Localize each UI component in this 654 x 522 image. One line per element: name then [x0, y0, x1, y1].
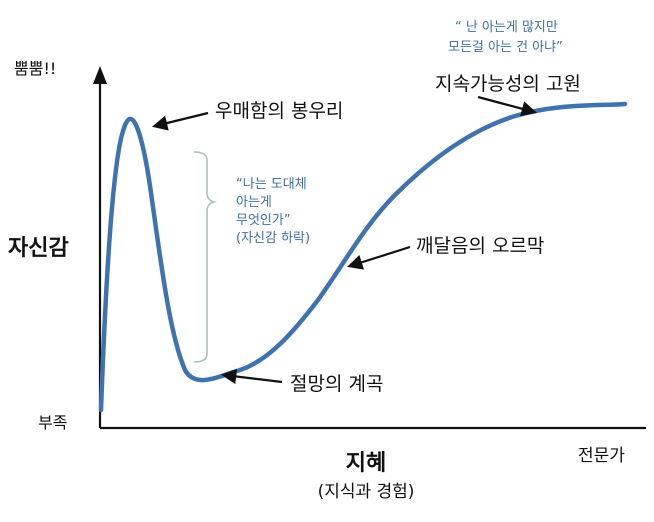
x-axis-right-label: 전문가 [578, 446, 625, 466]
drop-note-line-3: 무엇인가” [236, 213, 291, 228]
plateau-arrow [477, 95, 537, 117]
confidence-curve [98, 101, 628, 413]
valley-arrow [220, 368, 283, 385]
peak-label: 우매함의 봉우리 [215, 100, 343, 122]
y-axis-top-label: 뿜뿜!! [14, 59, 56, 78]
peak-arrow [152, 111, 209, 131]
drop-note-line-1: “나는 도대체 [236, 177, 307, 192]
drop-note-line-4: (자신감 하락) [236, 231, 310, 246]
x-axis-subtitle: (지식과 경험) [318, 482, 415, 502]
y-axis-bottom-label: 부족 [38, 413, 67, 432]
y-axis-arrowhead [93, 66, 107, 84]
plateau-note-line-2: 모든걸 아는 건 아냐” [448, 40, 563, 55]
slope-label: 깨달음의 오르막 [416, 235, 544, 257]
slope-arrow [347, 245, 411, 270]
drop-bracket [193, 151, 217, 363]
y-axis-title: 자신감 [8, 236, 69, 261]
drop-note-line-2: 아는게 [236, 195, 272, 210]
x-axis-title: 지혜 [346, 451, 386, 476]
plateau-note-line-1: “ 난 아는게 많지만 [455, 20, 558, 35]
plateau-label: 지속가능성의 고원 [435, 73, 581, 95]
valley-label: 절망의 계곡 [290, 373, 383, 395]
